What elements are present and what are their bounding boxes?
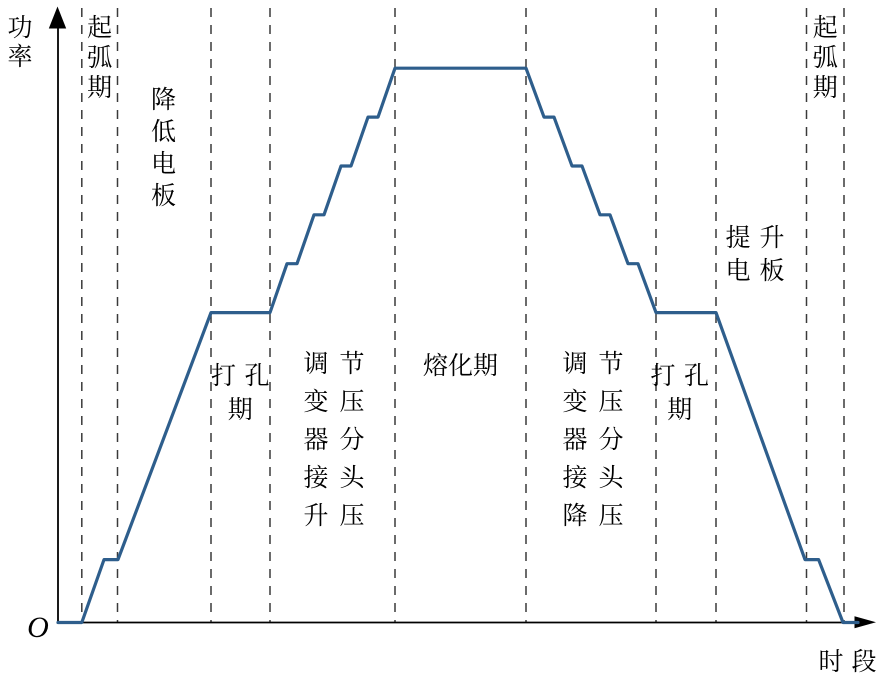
svg-text:降: 降: [562, 496, 587, 532]
svg-text:板: 板: [759, 251, 784, 287]
svg-text:分: 分: [339, 420, 364, 456]
svg-text:期: 期: [87, 68, 112, 104]
svg-text:压: 压: [598, 382, 623, 418]
svg-text:升: 升: [759, 218, 784, 254]
svg-text:期: 期: [228, 390, 253, 426]
svg-text:节: 节: [598, 344, 623, 380]
svg-text:电: 电: [151, 144, 176, 180]
svg-text:O: O: [27, 611, 49, 644]
svg-text:变: 变: [303, 382, 328, 418]
svg-text:期: 期: [667, 390, 692, 426]
svg-text:时: 时: [818, 642, 843, 678]
svg-text:期: 期: [813, 68, 838, 104]
svg-text:板: 板: [151, 176, 176, 212]
svg-text:压: 压: [339, 496, 364, 532]
svg-text:接: 接: [303, 458, 329, 494]
svg-text:孔: 孔: [684, 356, 709, 392]
svg-text:变: 变: [562, 382, 587, 418]
svg-text:分: 分: [598, 420, 623, 456]
svg-text:打: 打: [650, 356, 675, 392]
svg-text:降: 降: [151, 80, 176, 116]
svg-text:器: 器: [562, 420, 587, 456]
svg-text:头: 头: [598, 458, 624, 494]
svg-text:头: 头: [339, 458, 365, 494]
svg-text:熔化期: 熔化期: [423, 346, 498, 382]
svg-text:提: 提: [725, 218, 750, 254]
svg-text:孔: 孔: [244, 356, 269, 392]
svg-text:调: 调: [562, 344, 587, 380]
svg-text:低: 低: [151, 112, 176, 148]
svg-text:升: 升: [303, 496, 328, 532]
svg-text:率: 率: [7, 37, 32, 73]
svg-text:电: 电: [725, 251, 750, 287]
svg-text:节: 节: [339, 344, 364, 380]
svg-text:器: 器: [303, 420, 328, 456]
svg-text:打: 打: [211, 356, 236, 392]
svg-text:段: 段: [851, 642, 876, 678]
svg-text:接: 接: [562, 458, 588, 494]
svg-text:调: 调: [303, 344, 328, 380]
svg-text:压: 压: [339, 382, 364, 418]
svg-text:压: 压: [598, 496, 623, 532]
